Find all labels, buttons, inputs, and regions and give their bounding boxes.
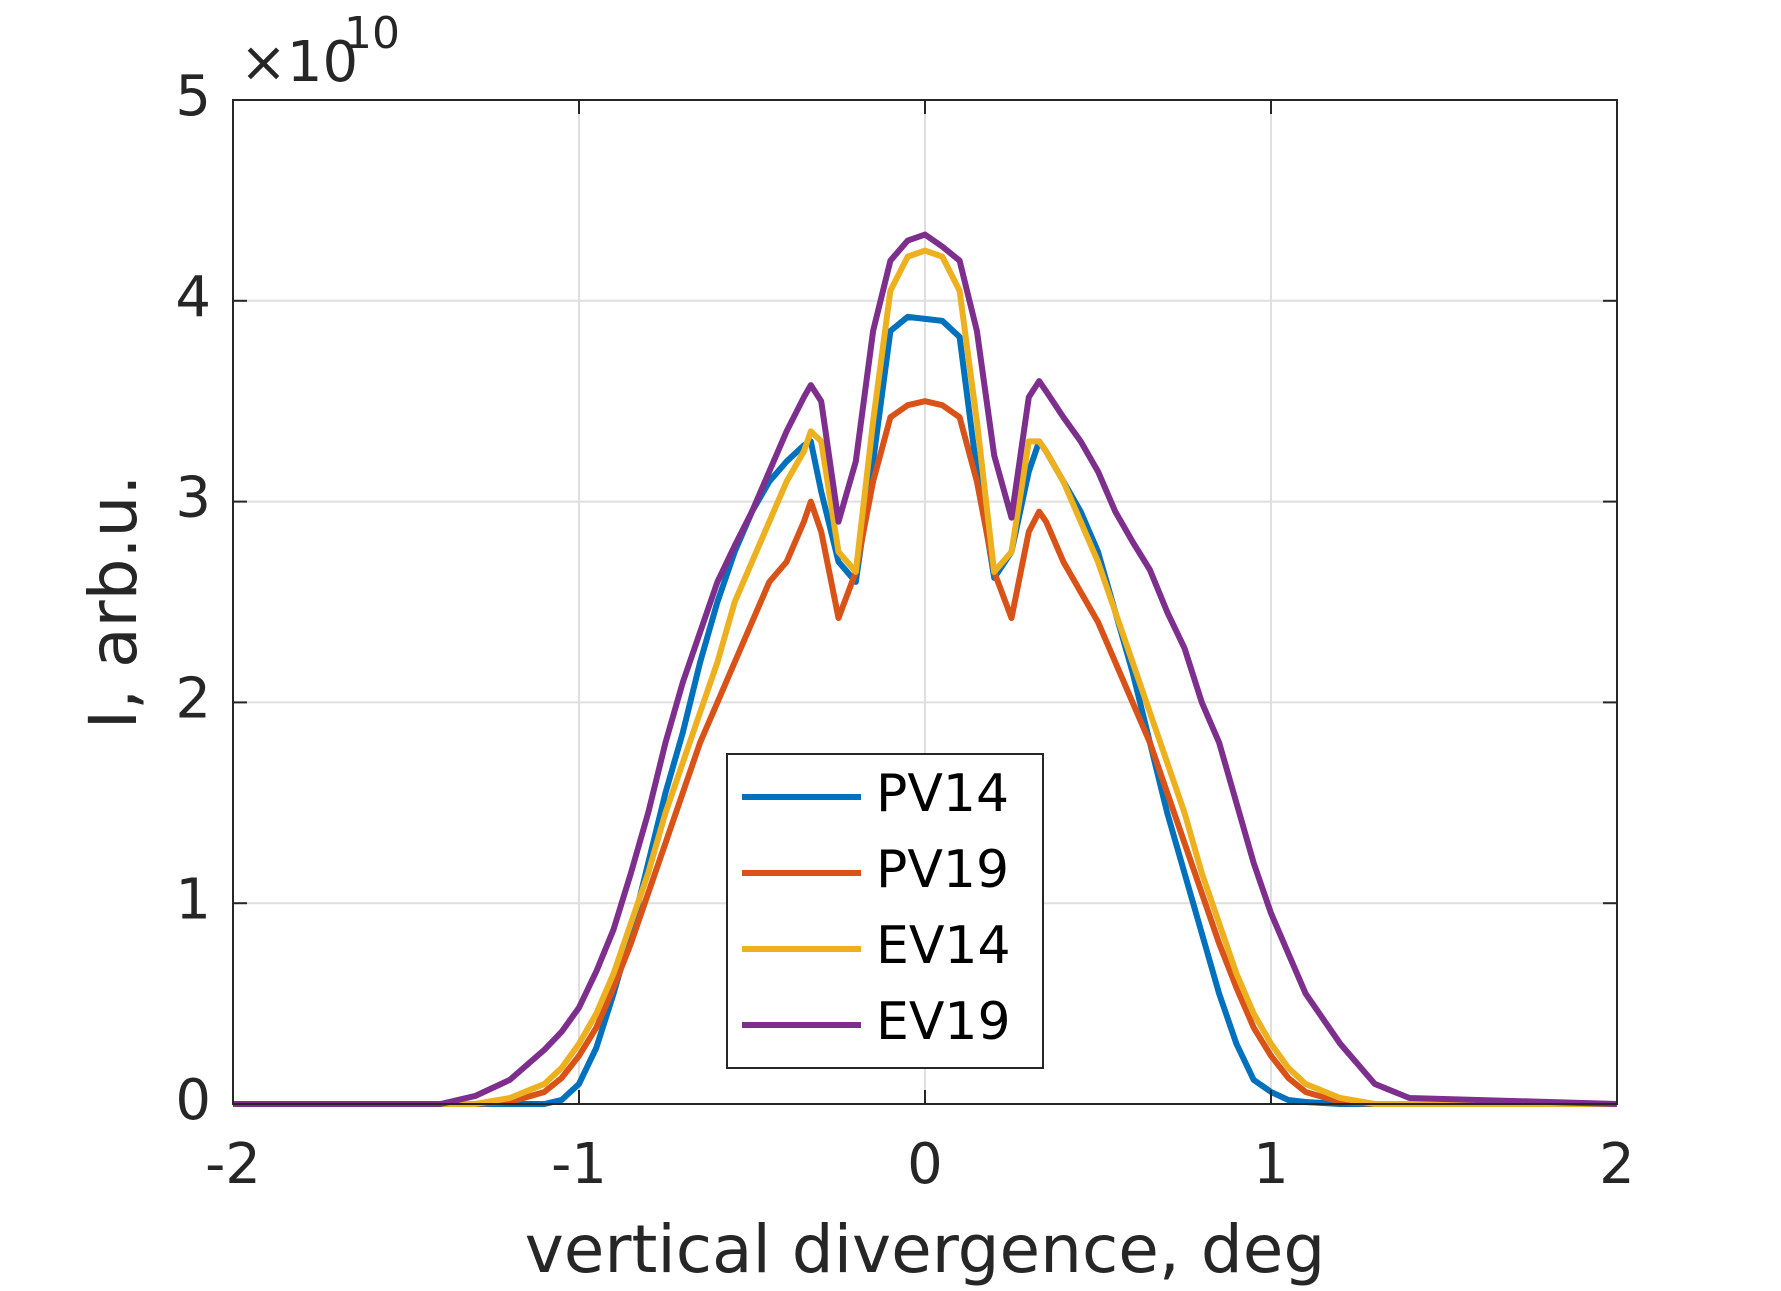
legend-box: [726, 753, 1044, 1069]
axes: -2 -1 0 1 2 0 1 2 3 4 5: [175, 64, 1634, 1197]
y-tick-label: 1: [175, 867, 211, 932]
x-axis-label: vertical divergence, deg: [525, 1211, 1326, 1288]
legend-label: PV14: [876, 764, 1009, 824]
y-tick-label: 5: [175, 64, 211, 129]
data-line: [233, 231, 1618, 1107]
plot-lines: [233, 231, 1618, 1107]
y-tick-label: 0: [175, 1068, 211, 1133]
plot-frame: [232, 99, 1618, 1105]
legend-label: PV19: [876, 840, 1009, 900]
x-tick-label: 0: [907, 1132, 943, 1197]
x-tick-label: 1: [1253, 1132, 1289, 1197]
x-tick-label: -1: [551, 1132, 607, 1197]
y-axis-label: I, arb.u.: [75, 475, 152, 730]
data-line: [233, 398, 1617, 1107]
legend: PV14 PV19 EV14 EV19: [726, 753, 1044, 1069]
x-tick-label: 2: [1599, 1132, 1635, 1197]
y-tick-label: 4: [175, 265, 211, 330]
y-multiplier: ×10: [240, 30, 358, 95]
x-tick-label: -2: [205, 1132, 261, 1197]
y-multiplier-exponent: 10: [344, 8, 400, 59]
legend-label: EV19: [876, 992, 1011, 1052]
y-tick-label: 2: [175, 667, 211, 732]
data-line: [233, 247, 1617, 1107]
legend-label: EV14: [876, 916, 1011, 976]
data-line: [233, 313, 1617, 1107]
y-tick-label: 3: [175, 466, 211, 531]
